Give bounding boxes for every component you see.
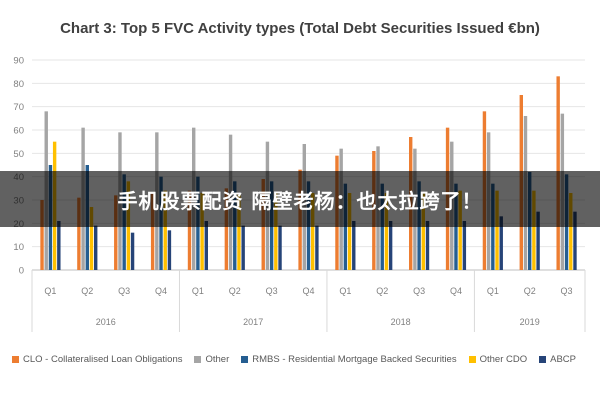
- legend-item: ABCP: [539, 354, 576, 365]
- x-tick-label: Q1: [487, 286, 499, 296]
- y-tick-label: 60: [13, 126, 24, 137]
- bar: [384, 193, 389, 270]
- bar: [425, 221, 430, 270]
- y-tick-label: 50: [13, 149, 24, 160]
- bar: [532, 190, 536, 270]
- bar: [458, 190, 462, 270]
- bar: [388, 221, 393, 270]
- bar: [167, 230, 172, 270]
- bar: [462, 221, 467, 270]
- y-tick-label: 0: [19, 266, 24, 277]
- legend-swatch: [194, 355, 202, 363]
- bar: [204, 221, 208, 270]
- y-axis-ticks: 0102030405060708090: [13, 56, 24, 277]
- bar: [150, 193, 155, 270]
- x-tick-label: Q3: [266, 286, 278, 296]
- bar: [536, 211, 540, 270]
- bar: [352, 221, 356, 270]
- year-label: 2017: [243, 317, 263, 327]
- legend-label: Other: [205, 353, 230, 365]
- legend-item: RMBS - Residential Mortgage Backed Secur…: [241, 353, 457, 365]
- bar: [421, 193, 425, 270]
- legend-label: Other CDO: [479, 353, 528, 365]
- legend-item: Other CDO: [468, 353, 528, 365]
- watermark-text: 手机股票配资 隔壁老杨：也太拉跨了！: [117, 188, 483, 213]
- x-axis: Q1 Q2 Q3 Q4 Q1 Q2 Q3 Q4 Q1 Q2 Q3 Q4 Q1 Q2 Q3 2016 2017 20…: [31, 270, 586, 332]
- legend-item: CLO - Collateralised Loan Obligations: [12, 354, 182, 365]
- bar: [237, 193, 241, 270]
- bar: [40, 200, 44, 270]
- chart-legend: CLO - Collateralised Loan Obligations Oth…: [12, 350, 600, 368]
- chart-title: Chart 3: Top 5 FVC Activity types (Total…: [60, 20, 540, 37]
- x-tick-label: Q1: [44, 286, 56, 296]
- x-tick-label: Q1: [192, 286, 204, 296]
- y-tick-label: 80: [13, 79, 24, 90]
- x-tick-label: Q3: [118, 286, 130, 296]
- x-tick-label: Q2: [376, 286, 388, 296]
- bar: [495, 190, 499, 270]
- year-label: 2016: [96, 317, 116, 327]
- year-label: 2019: [520, 317, 540, 327]
- x-tick-label: Q3: [561, 286, 573, 296]
- bar: [77, 197, 81, 270]
- year-label: 2018: [391, 317, 411, 327]
- bar: [130, 232, 135, 270]
- x-tick-label: Q1: [339, 286, 351, 296]
- bar: [57, 221, 61, 270]
- bar: [573, 211, 577, 270]
- legend-label: RMBS - Residential Mortgage Backed Secur…: [252, 353, 457, 365]
- bar: [241, 225, 245, 270]
- x-tick-label: Q4: [450, 286, 462, 296]
- bar: [187, 190, 192, 270]
- bar: [499, 216, 503, 270]
- y-tick-label: 10: [13, 242, 24, 253]
- bar: [89, 207, 94, 270]
- y-tick-label: 90: [13, 56, 24, 67]
- bar: [163, 190, 167, 270]
- legend-swatch: [12, 355, 19, 363]
- bar: [224, 188, 229, 270]
- legend-swatch: [241, 355, 249, 363]
- watermark-banner: 手机股票配资 隔壁老杨：也太拉跨了！: [0, 171, 600, 227]
- bar: [278, 225, 282, 270]
- x-tick-label: Q2: [229, 286, 241, 296]
- bar: [347, 193, 352, 270]
- x-tick-label: Q4: [302, 286, 314, 296]
- bar: [274, 193, 278, 270]
- x-tick-label: Q3: [413, 286, 425, 296]
- bar: [569, 193, 573, 270]
- bar: [315, 225, 319, 270]
- bar: [311, 193, 315, 270]
- x-tick-label: Q2: [524, 286, 536, 296]
- bar: [200, 193, 204, 270]
- legend-label: CLO - Collateralised Loan Obligations: [23, 353, 183, 365]
- bar: [114, 195, 118, 270]
- y-tick-label: 70: [13, 102, 24, 113]
- legend-swatch: [468, 355, 476, 363]
- bar: [94, 225, 98, 270]
- x-tick-label: Q2: [81, 286, 93, 296]
- legend-label: ABCP: [550, 353, 576, 365]
- legend-swatch: [539, 355, 547, 363]
- legend-item: Other: [194, 354, 229, 365]
- x-tick-label: Q4: [155, 286, 167, 296]
